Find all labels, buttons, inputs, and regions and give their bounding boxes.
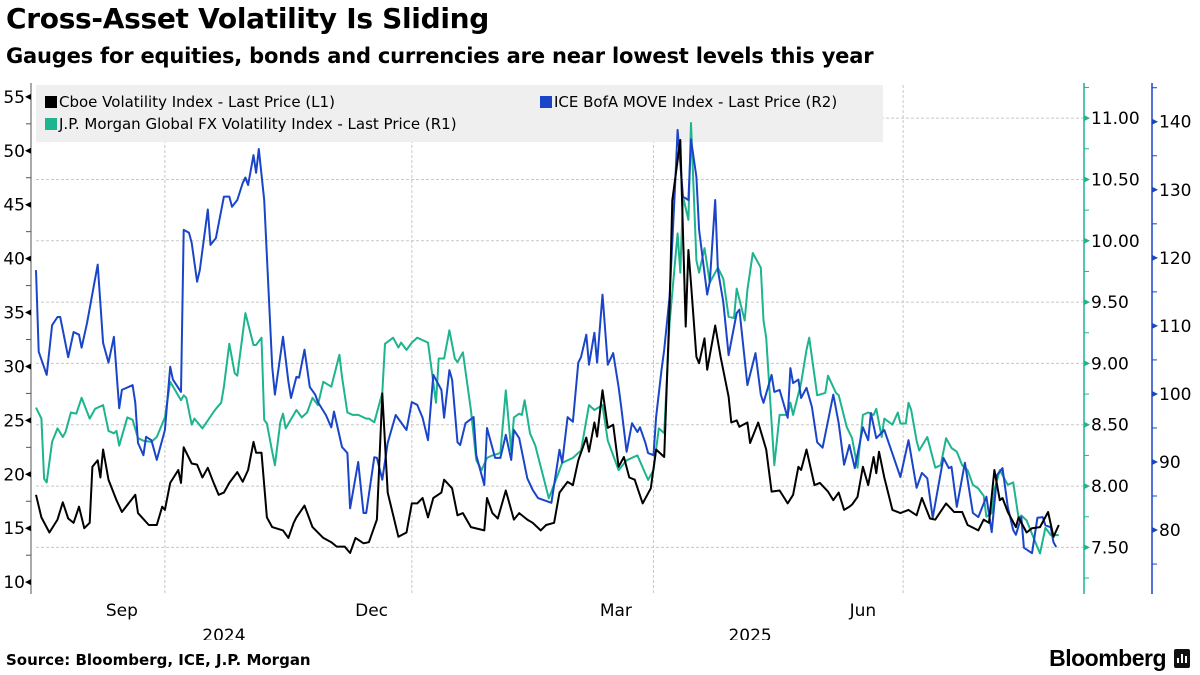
bloomberg-logo: Bloomberg bbox=[1049, 645, 1190, 672]
x-tick-label: Dec bbox=[355, 601, 388, 621]
L1-tick-mark bbox=[25, 417, 31, 424]
x-tick-label: Mar bbox=[600, 601, 632, 621]
source-note: Source: Bloomberg, ICE, J.P. Morgan bbox=[6, 651, 311, 669]
chart: Cboe Volatility Index - Last Price (L1) I… bbox=[3, 83, 1191, 640]
R1-tick-mark bbox=[1084, 115, 1090, 122]
R1-tick-mark bbox=[1084, 237, 1090, 244]
L1-tick-mark bbox=[25, 93, 31, 100]
series-line-R1 bbox=[35, 122, 1059, 555]
R1-tick-mark bbox=[1084, 544, 1090, 551]
L1-tick-mark bbox=[25, 147, 31, 154]
L1-tick-mark bbox=[25, 201, 31, 208]
R2-tick-label: 140 bbox=[1159, 113, 1191, 133]
chart-title: Cross-Asset Volatility Is Sliding bbox=[6, 2, 490, 35]
R1-tick-label: 9.50 bbox=[1091, 293, 1129, 313]
x-tick-label: Sep bbox=[106, 601, 138, 621]
series-line-R2 bbox=[35, 128, 1058, 555]
legend: Cboe Volatility Index - Last Price (L1) I… bbox=[36, 85, 883, 142]
R1-tick-mark bbox=[1084, 483, 1090, 490]
R1-tick-mark bbox=[1084, 176, 1090, 183]
R2-tick-mark bbox=[1152, 390, 1158, 397]
legend-label: Cboe Volatility Index - Last Price (L1) bbox=[59, 93, 335, 111]
L1-tick-mark bbox=[25, 525, 31, 532]
L1-tick-label: 40 bbox=[3, 250, 25, 270]
x-year-label: 2025 bbox=[728, 626, 771, 640]
axes: 101520253035404550557.508.008.509.009.50… bbox=[3, 83, 1191, 640]
L1-tick-label: 25 bbox=[3, 411, 25, 431]
R2-tick-label: 120 bbox=[1159, 249, 1191, 269]
L1-tick-mark bbox=[25, 471, 31, 478]
L1-tick-mark bbox=[25, 309, 31, 316]
R1-tick-label: 8.00 bbox=[1091, 477, 1129, 497]
R2-tick-label: 130 bbox=[1159, 181, 1191, 201]
L1-tick-label: 30 bbox=[3, 357, 25, 377]
series-lines bbox=[35, 122, 1060, 555]
legend-swatch bbox=[540, 96, 552, 108]
L1-tick-label: 15 bbox=[3, 519, 25, 539]
R2-tick-label: 110 bbox=[1159, 317, 1191, 337]
R2-tick-mark bbox=[1152, 527, 1158, 534]
x-year-label: 2024 bbox=[202, 626, 245, 640]
R2-tick-mark bbox=[1152, 186, 1158, 193]
R2-tick-mark bbox=[1152, 254, 1158, 261]
L1-tick-label: 35 bbox=[3, 304, 25, 324]
R1-tick-label: 10.00 bbox=[1091, 232, 1140, 252]
L1-tick-label: 45 bbox=[3, 196, 25, 216]
R2-tick-mark bbox=[1152, 118, 1158, 125]
L1-tick-label: 55 bbox=[3, 88, 25, 108]
L1-tick-label: 50 bbox=[3, 142, 25, 162]
R1-tick-label: 11.00 bbox=[1091, 109, 1140, 129]
bloomberg-chart-icon bbox=[1174, 649, 1190, 668]
R1-tick-label: 9.00 bbox=[1091, 354, 1129, 374]
L1-tick-label: 10 bbox=[3, 573, 25, 593]
legend-label: J.P. Morgan Global FX Volatility Index -… bbox=[58, 115, 457, 133]
L1-tick-mark bbox=[25, 579, 31, 586]
R1-tick-label: 8.50 bbox=[1091, 416, 1129, 436]
R2-tick-label: 90 bbox=[1159, 453, 1181, 473]
gridlines bbox=[36, 85, 1083, 594]
R2-tick-mark bbox=[1152, 322, 1158, 329]
series-line-L1 bbox=[35, 139, 1060, 554]
legend-swatch bbox=[45, 118, 57, 130]
x-tick-label: Jun bbox=[849, 601, 877, 621]
L1-tick-label: 20 bbox=[3, 465, 25, 485]
logo-text: Bloomberg bbox=[1049, 645, 1166, 671]
L1-tick-mark bbox=[25, 363, 31, 370]
R1-tick-label: 10.50 bbox=[1091, 170, 1140, 190]
R1-tick-mark bbox=[1084, 360, 1090, 367]
chart-subtitle: Gauges for equities, bonds and currencie… bbox=[6, 44, 874, 68]
L1-tick-mark bbox=[25, 255, 31, 262]
legend-swatch bbox=[45, 96, 57, 108]
legend-label: ICE BofA MOVE Index - Last Price (R2) bbox=[554, 93, 837, 111]
R2-tick-label: 100 bbox=[1159, 385, 1191, 405]
R1-tick-label: 7.50 bbox=[1091, 538, 1129, 558]
R2-tick-label: 80 bbox=[1159, 521, 1181, 541]
R1-tick-mark bbox=[1084, 421, 1090, 428]
legend-background bbox=[36, 85, 883, 142]
R2-tick-mark bbox=[1152, 458, 1158, 465]
R1-tick-mark bbox=[1084, 299, 1090, 306]
